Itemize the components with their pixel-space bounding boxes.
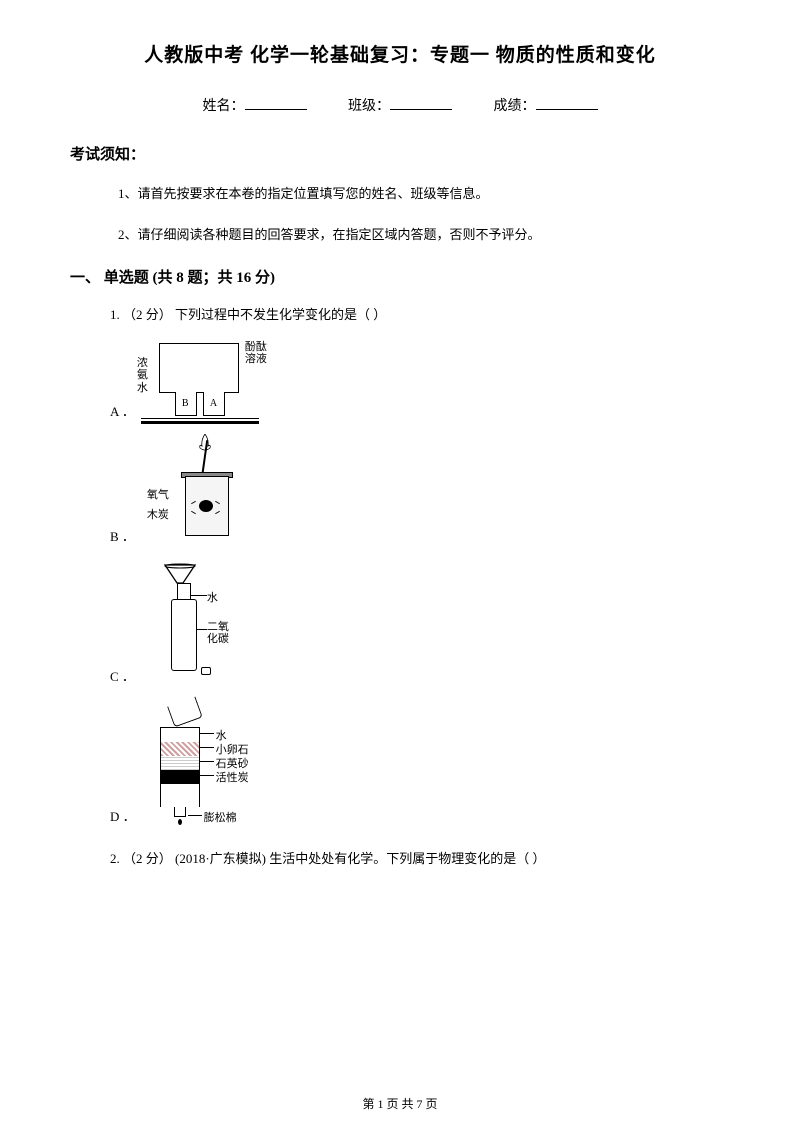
page-footer: 第 1 页 共 7 页	[0, 1095, 800, 1112]
diagC-line1	[191, 595, 207, 596]
diagA-a-letter: A	[210, 398, 217, 409]
notice-item-1: 1、请首先按要求在本卷的指定位置填写您的姓名、班级等信息。	[118, 184, 730, 205]
diagram-b: 氧气 木炭	[141, 434, 251, 549]
section-1-title: 一、 单选题 (共 8 题；共 16 分)	[70, 266, 730, 287]
question-1: 1. （2 分） 下列过程中不发生化学变化的是（ ）	[110, 305, 730, 326]
option-d-row: D ． 水 小卵石 石英砂 活性炭 膨松棉	[110, 699, 730, 829]
diagD-layer-cotton	[161, 784, 199, 808]
funnel-icon	[163, 563, 197, 585]
class-blank[interactable]	[390, 109, 452, 110]
option-d-label: D ．	[110, 806, 136, 829]
diagram-c: 水 二氧 化碳	[141, 559, 261, 689]
diagC-label-co2: 二氧 化碳	[207, 621, 229, 645]
diagD-layer-carbon	[161, 770, 199, 784]
diagD-label-cotton: 膨松棉	[204, 809, 237, 825]
diagD-filter	[160, 727, 200, 807]
diagC-label-water: 水	[207, 589, 218, 605]
diagB-label-charcoal: 木炭	[147, 506, 169, 522]
score-blank[interactable]	[536, 109, 598, 110]
diagB-label-oxygen: 氧气	[147, 486, 169, 502]
diagA-left-label: 浓 氨 水	[137, 357, 148, 393]
diagD-ln3	[200, 761, 214, 762]
diagD-layer-water	[161, 728, 199, 742]
diagA-right-label: 酚酞 溶液	[245, 341, 267, 365]
diagC-line2	[197, 629, 207, 630]
notice-item-2: 2、请仔细阅读各种题目的回答要求，在指定区域内答题，否则不予评分。	[118, 225, 730, 246]
option-a-row: A ． 浓 氨 水 酚酞 溶液 B A	[110, 339, 730, 424]
diagA-beaker-a: A	[203, 392, 225, 416]
diagram-a: 浓 氨 水 酚酞 溶液 B A	[141, 339, 261, 424]
option-c-label: C ．	[110, 666, 135, 689]
diagD-cup	[167, 697, 203, 728]
diagA-box	[159, 343, 239, 393]
diagD-label-carbon: 活性炭	[216, 769, 249, 785]
diagC-bottle	[171, 599, 197, 671]
question-2: 2. （2 分） (2018·广东模拟) 生活中处处有化学。下列属于物理变化的是…	[110, 849, 730, 870]
score-label: 成绩：	[494, 99, 536, 114]
diagA-shelf2	[141, 418, 259, 419]
diagram-d: 水 小卵石 石英砂 活性炭 膨松棉	[142, 699, 272, 829]
diagC-cap	[201, 667, 211, 675]
option-c-row: C ． 水 二氧 化碳	[110, 559, 730, 689]
diagA-shelf	[141, 421, 259, 424]
option-a-label: A ．	[110, 401, 135, 424]
diagD-spout	[174, 807, 186, 817]
name-blank[interactable]	[245, 109, 307, 110]
diagD-drop	[178, 819, 182, 825]
info-line: 姓名： 班级： 成绩：	[70, 95, 730, 115]
diagD-ln5	[188, 815, 202, 816]
diagD-ln2	[200, 747, 214, 748]
diagA-beaker-b: B	[175, 392, 197, 416]
option-b-row: B ． 氧气 木炭	[110, 434, 730, 549]
diagD-layer-pebble	[161, 742, 199, 756]
diagD-layer-sand	[161, 756, 199, 770]
page-title: 人教版中考 化学一轮基础复习：专题一 物质的性质和变化	[70, 40, 730, 67]
diagA-b-letter: B	[182, 398, 189, 409]
name-label: 姓名：	[203, 99, 245, 114]
diagD-ln4	[200, 775, 214, 776]
diagD-ln1	[200, 733, 214, 734]
option-b-label: B ．	[110, 526, 135, 549]
class-label: 班级：	[348, 99, 390, 114]
notice-title: 考试须知：	[70, 143, 730, 164]
